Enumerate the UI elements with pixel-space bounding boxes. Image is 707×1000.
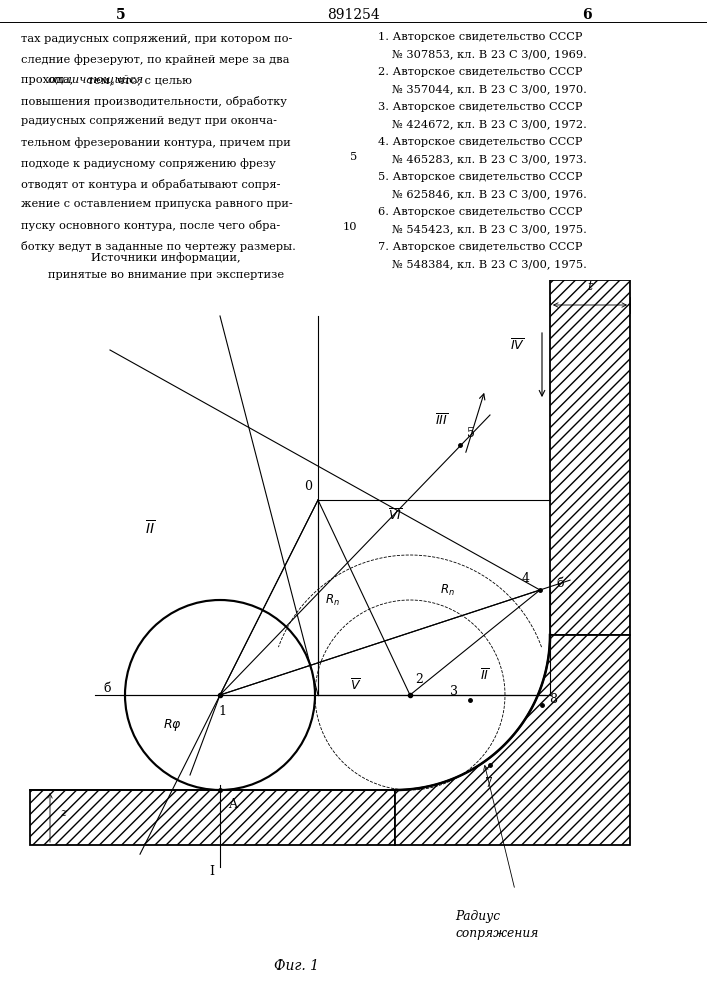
Text: A: A [228,798,237,811]
Text: пуску основного контура, после чего обра-: пуску основного контура, после чего обра… [21,220,281,231]
Text: № 357044, кл. В 23 С 3/00, 1970.: № 357044, кл. В 23 С 3/00, 1970. [392,85,588,95]
Text: 5. Авторское свидетельство СССР: 5. Авторское свидетельство СССР [378,172,583,182]
Text: Источники информации,: Источники информации, [91,252,241,263]
Text: $\overline{II}$: $\overline{II}$ [480,668,489,683]
Text: 6: 6 [582,8,592,22]
Text: радиусных сопряжений ведут при оконча-: радиусных сопряжений ведут при оконча- [21,116,277,126]
Text: подходе к радиусному сопряжению фрезу: подходе к радиусному сопряжению фрезу [21,158,276,169]
Text: № 545423, кл. В 23 С 3/00, 1975.: № 545423, кл. В 23 С 3/00, 1975. [392,225,588,235]
Text: 5: 5 [350,152,357,162]
Polygon shape [550,280,630,635]
Text: $\overline{II}$: $\overline{II}$ [145,520,155,538]
Text: t: t [588,280,592,293]
Text: 2. Авторское свидетельство СССР: 2. Авторское свидетельство СССР [378,67,583,77]
Text: тах радиусных сопряжений, при котором по-: тах радиусных сопряжений, при котором по… [21,34,293,44]
Text: $\overline{VI}$: $\overline{VI}$ [388,508,402,523]
Text: 10: 10 [342,222,357,232]
Text: № 307853, кл. В 23 С 3/00, 1969.: № 307853, кл. В 23 С 3/00, 1969. [392,50,588,60]
Text: 1. Авторское свидетельство СССР: 1. Авторское свидетельство СССР [378,32,583,42]
Text: $R\varphi$: $R\varphi$ [163,717,182,733]
Text: б: б [556,577,563,590]
Text: 4. Авторское свидетельство СССР: 4. Авторское свидетельство СССР [378,137,583,147]
Text: $\overline{III}$: $\overline{III}$ [435,413,448,428]
Text: тельном фрезеровании контура, причем при: тельном фрезеровании контура, причем при [21,137,291,148]
Text: $\overline{V}$: $\overline{V}$ [350,678,361,693]
Text: 5: 5 [115,8,125,22]
Text: 3. Авторское свидетельство СССР: 3. Авторское свидетельство СССР [378,102,583,112]
Text: повышения производительности, обработку: повышения производительности, обработку [21,96,287,107]
Text: 3: 3 [450,685,458,698]
Text: следние фрезеруют, по крайней мере за два: следние фрезеруют, по крайней мере за дв… [21,54,290,65]
Text: № 625846, кл. В 23 С 3/00, 1976.: № 625846, кл. В 23 С 3/00, 1976. [392,190,588,200]
Text: $R_n$: $R_n$ [440,583,455,598]
Text: б: б [103,682,110,695]
Text: 7. Авторское свидетельство СССР: 7. Авторское свидетельство СССР [378,242,583,252]
Text: ботку ведут в заданные по чертежу размеры.: ботку ведут в заданные по чертежу размер… [21,241,296,252]
Text: 6. Авторское свидетельство СССР: 6. Авторское свидетельство СССР [378,207,583,217]
Text: № 465283, кл. В 23 С 3/00, 1973.: № 465283, кл. В 23 С 3/00, 1973. [392,155,588,165]
Text: прохода,: прохода, [21,75,77,85]
Polygon shape [395,635,630,845]
Text: 2: 2 [415,673,423,686]
Text: принятые во внимание при экспертизе: принятые во внимание при экспертизе [48,270,284,280]
Text: тем, что, с целью: тем, что, с целью [83,75,192,85]
Text: отводят от контура и обрабатывают сопря-: отводят от контура и обрабатывают сопря- [21,179,281,190]
Text: Радиус
сопряжения: Радиус сопряжения [455,910,538,940]
Text: жение с оставлением припуска равного при-: жение с оставлением припуска равного при… [21,199,293,209]
Polygon shape [30,790,395,845]
Text: 5: 5 [467,427,475,440]
Text: $R_n$: $R_n$ [325,593,340,608]
Text: отличающийся: отличающийся [48,75,144,85]
Text: z: z [60,808,66,818]
Text: 7: 7 [485,777,493,790]
Text: 8: 8 [549,693,557,706]
Text: I: I [209,865,214,878]
Text: № 424672, кл. В 23 С 3/00, 1972.: № 424672, кл. В 23 С 3/00, 1972. [392,120,588,130]
Text: 891254: 891254 [327,8,380,22]
Text: 0: 0 [304,480,312,493]
Text: $\overline{IV}$: $\overline{IV}$ [510,338,525,353]
Text: 1: 1 [218,705,226,718]
Text: № 548384, кл. В 23 С 3/00, 1975.: № 548384, кл. В 23 С 3/00, 1975. [392,260,588,270]
Text: Фиг. 1: Фиг. 1 [274,959,320,973]
Text: 4: 4 [522,572,530,585]
